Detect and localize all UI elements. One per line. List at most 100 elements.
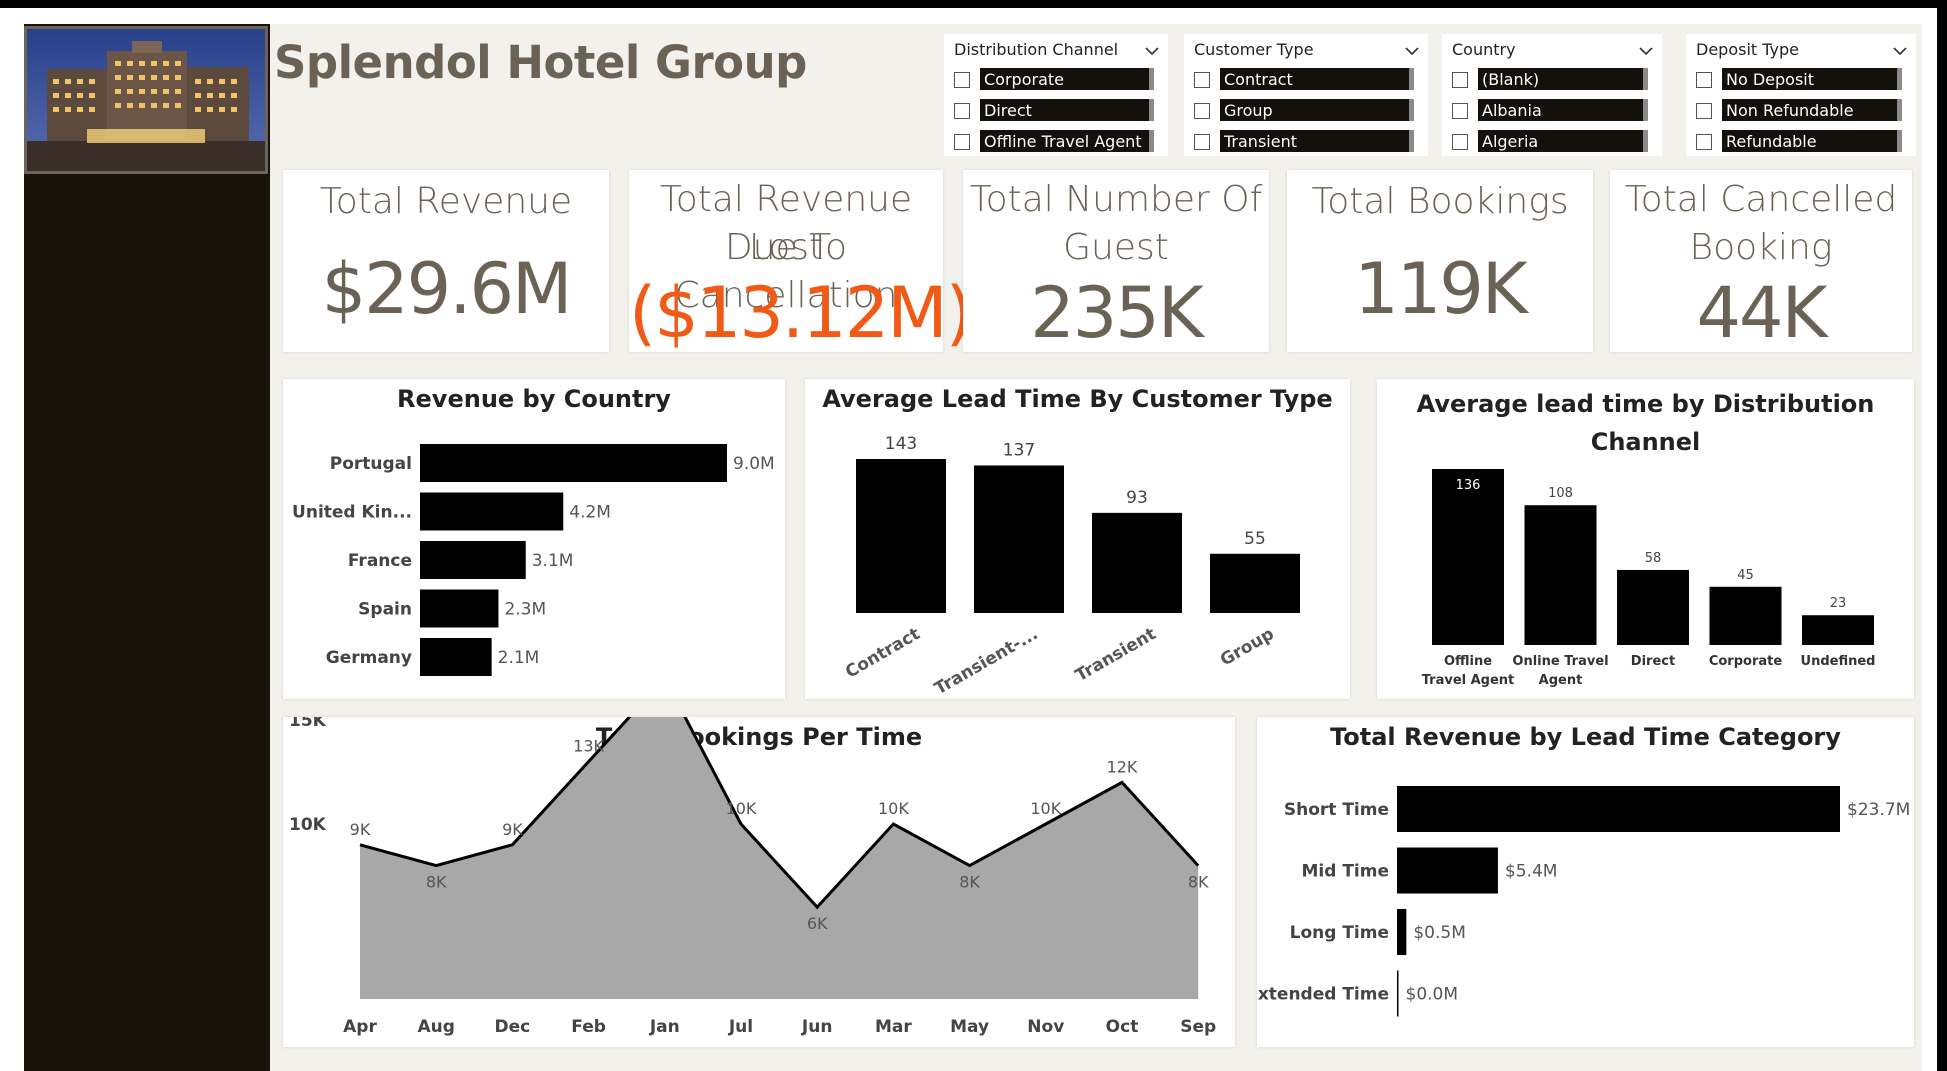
- bar: [420, 589, 499, 628]
- bar: [1397, 970, 1399, 1017]
- slicer-option[interactable]: Albania: [1452, 99, 1652, 125]
- slicer-option-label: Transient: [1224, 132, 1297, 151]
- slicer-option[interactable]: Algeria: [1452, 130, 1652, 156]
- scrollbar[interactable]: [1409, 130, 1414, 152]
- chart-title: Total Revenue by Lead Time Category: [1330, 723, 1841, 751]
- bar: [1397, 847, 1498, 894]
- slicer-option[interactable]: Refundable: [1696, 130, 1906, 156]
- data-label: $23.7M: [1847, 800, 1910, 820]
- x-tick-label: Dec: [495, 1017, 531, 1037]
- sidebar: [24, 24, 270, 1071]
- checkbox[interactable]: [954, 134, 970, 150]
- revenue-lead-category-card: Total Revenue by Lead Time Category Shor…: [1257, 717, 1914, 1047]
- series-line: [359, 717, 1200, 910]
- checkbox[interactable]: [1696, 103, 1712, 119]
- data-label: 9K: [350, 820, 371, 839]
- slicer-option-highlight: [1478, 130, 1648, 152]
- bar: [1432, 469, 1504, 645]
- kpi-value: 235K: [1030, 272, 1204, 354]
- window-right-border: [1937, 0, 1947, 1071]
- slicer-option[interactable]: Offline Travel Agent: [954, 130, 1158, 156]
- x-tick-label: Aug: [417, 1017, 454, 1037]
- slicer-option[interactable]: Corporate: [954, 68, 1158, 94]
- chevron-down-icon[interactable]: [1144, 42, 1160, 56]
- scrollbar[interactable]: [1643, 99, 1648, 121]
- checkbox[interactable]: [1194, 134, 1210, 150]
- checkbox[interactable]: [1452, 103, 1468, 119]
- data-label: 9.0M: [733, 454, 775, 474]
- slicer-option-highlight: [1722, 68, 1902, 90]
- chevron-down-icon[interactable]: [1892, 42, 1908, 56]
- slicer-customer-type[interactable]: Customer Type Contract Group Transient: [1184, 34, 1428, 156]
- slicer-option-highlight: [1220, 99, 1414, 121]
- slicer-option[interactable]: Group: [1194, 99, 1418, 125]
- slicer-option[interactable]: Non Refundable: [1696, 99, 1906, 125]
- data-label: 2.3M: [504, 600, 546, 620]
- data-label: 108: [1548, 486, 1573, 501]
- slicer-option-highlight: [980, 99, 1154, 121]
- x-tick-label: Sep: [1180, 1017, 1216, 1037]
- bar: [1617, 569, 1689, 645]
- scrollbar[interactable]: [1149, 99, 1154, 121]
- category-label: Contract: [842, 624, 923, 683]
- slicer-option-highlight: [1478, 99, 1648, 121]
- scrollbar[interactable]: [1643, 130, 1648, 152]
- slicer-option[interactable]: No Deposit: [1696, 68, 1906, 94]
- data-label: 93: [1126, 488, 1148, 508]
- checkbox[interactable]: [1452, 72, 1468, 88]
- slicer-option[interactable]: (Blank): [1452, 68, 1652, 94]
- slicer-header: Distribution Channel: [954, 40, 1119, 59]
- checkbox[interactable]: [1452, 134, 1468, 150]
- checkbox[interactable]: [1696, 72, 1712, 88]
- bar: [420, 492, 564, 531]
- kpi-card: Total Revenue $29.6M: [283, 170, 609, 352]
- scrollbar[interactable]: [1409, 68, 1414, 90]
- scrollbar[interactable]: [1643, 68, 1648, 90]
- slicer-option[interactable]: Direct: [954, 99, 1158, 125]
- slicer-option[interactable]: Contract: [1194, 68, 1418, 94]
- kpi-title: Total Bookings: [1311, 181, 1569, 222]
- slicer-country[interactable]: Country (Blank) Albania Algeria: [1442, 34, 1662, 156]
- data-label: 8K: [426, 873, 447, 892]
- bar: [1709, 586, 1782, 645]
- kpi-title: Due To Cancellation: [674, 227, 898, 316]
- kpi-title: Total Cancelled: [1624, 179, 1898, 220]
- scrollbar[interactable]: [1897, 68, 1902, 90]
- bookings-per-time-card: Total Bookings Per Time 10K 15K Apr Aug Dec F…: [283, 717, 1235, 1047]
- checkbox[interactable]: [1194, 72, 1210, 88]
- checkbox[interactable]: [954, 103, 970, 119]
- slicer-option-highlight: [980, 68, 1154, 90]
- data-label: $0.0M: [1406, 985, 1459, 1005]
- scrollbar[interactable]: [1149, 68, 1154, 90]
- checkbox[interactable]: [1696, 134, 1712, 150]
- scrollbar[interactable]: [1409, 99, 1414, 121]
- slicer-option-label: Non Refundable: [1726, 101, 1854, 120]
- category-label: Mid Time: [1302, 862, 1390, 882]
- slicer-option[interactable]: Transient: [1194, 130, 1418, 156]
- bar: [1397, 909, 1407, 955]
- checkbox[interactable]: [954, 72, 970, 88]
- slicer-distribution-channel[interactable]: Distribution Channel Corporate Direct Offli…: [944, 34, 1168, 156]
- slicer-header: Customer Type: [1194, 40, 1314, 59]
- chevron-down-icon[interactable]: [1638, 42, 1654, 56]
- slicer-header: Deposit Type: [1696, 40, 1799, 59]
- revenue-by-country-chart: Portugal 9.0M United Kin... 4.2M France 3.1M S…: [292, 444, 775, 676]
- slicer-option-label: No Deposit: [1726, 70, 1815, 89]
- slicer-option-label: Albania: [1482, 101, 1542, 120]
- data-label: $0.5M: [1413, 923, 1466, 943]
- x-tick-label: May: [950, 1017, 989, 1037]
- data-label: 8K: [1188, 873, 1209, 892]
- scrollbar[interactable]: [1149, 130, 1154, 152]
- data-label: 4.2M: [569, 503, 611, 523]
- scrollbar[interactable]: [1897, 99, 1902, 121]
- bar: [1524, 505, 1597, 645]
- slicer-option-highlight: [1722, 130, 1902, 152]
- data-label: 10K: [878, 799, 909, 818]
- chevron-down-icon[interactable]: [1404, 42, 1420, 56]
- slicer-deposit-type[interactable]: Deposit Type No Deposit Non Refundable Refu…: [1686, 34, 1916, 156]
- data-label: 143: [885, 434, 917, 454]
- scrollbar[interactable]: [1897, 130, 1902, 152]
- kpi-title: Total Revenue Lost: [659, 179, 913, 268]
- checkbox[interactable]: [1194, 103, 1210, 119]
